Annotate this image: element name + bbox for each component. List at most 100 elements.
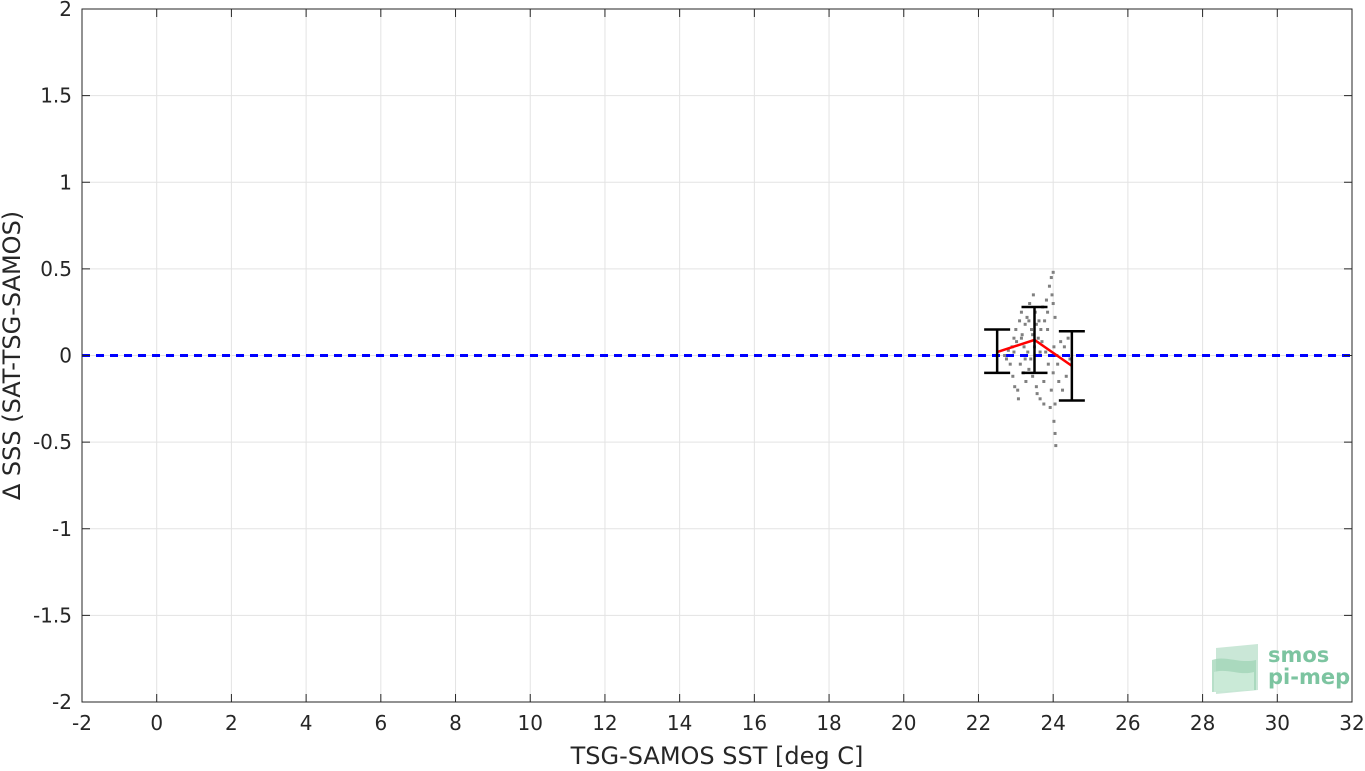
scatter-point bbox=[1068, 357, 1072, 361]
y-tick-label: -1 bbox=[52, 517, 72, 541]
scatter-point bbox=[1023, 322, 1027, 326]
scatter-point bbox=[1019, 310, 1023, 314]
logo-wave-layer bbox=[1214, 670, 1254, 692]
x-tick-label: 22 bbox=[966, 711, 991, 735]
scatter-point bbox=[1013, 385, 1017, 389]
scatter-point bbox=[1047, 284, 1051, 288]
scatter-point bbox=[1053, 431, 1057, 435]
x-tick-label: 26 bbox=[1115, 711, 1140, 735]
scatter-point bbox=[1052, 419, 1056, 423]
x-tick-label: 32 bbox=[1339, 711, 1364, 735]
scatter-point bbox=[1061, 388, 1065, 392]
y-tick-label: -0.5 bbox=[33, 430, 72, 454]
scatter-point bbox=[1046, 328, 1050, 332]
scatter-point bbox=[1030, 328, 1034, 332]
scatter-point bbox=[1039, 328, 1043, 332]
smos-pimep-logo: smos pi-mep bbox=[1212, 643, 1350, 694]
scatter-point bbox=[1035, 392, 1039, 396]
scatter-point bbox=[1004, 357, 1008, 361]
y-axis-label: Δ SSS (SAT-TSG-SAMOS) bbox=[0, 211, 26, 500]
scatter-point bbox=[1051, 270, 1055, 274]
y-axis-ticks: 2 1.5 1 0.5 0 -0.5 -1 -1.5 -2 bbox=[33, 0, 1352, 714]
scatter-point bbox=[1014, 328, 1018, 332]
scatter-point bbox=[1057, 379, 1061, 383]
x-axis-label: TSG-SAMOS SST [deg C] bbox=[570, 742, 864, 770]
error-bars bbox=[984, 305, 1085, 402]
scatter-point bbox=[1044, 298, 1048, 302]
scatter-point bbox=[1028, 302, 1032, 306]
scatter-point bbox=[1019, 336, 1023, 340]
scatter-point bbox=[1056, 362, 1060, 366]
error-bar bbox=[1058, 329, 1085, 402]
scatter-point bbox=[1031, 374, 1035, 378]
x-tick-label: 20 bbox=[891, 711, 916, 735]
y-tick-label: 2 bbox=[59, 0, 72, 21]
scatter-point bbox=[1011, 374, 1015, 378]
x-tick-label: 12 bbox=[592, 711, 617, 735]
scatter-point bbox=[1049, 276, 1053, 280]
x-tick-label: 16 bbox=[742, 711, 767, 735]
scatter-point bbox=[1049, 388, 1053, 392]
x-tick-label: 28 bbox=[1190, 711, 1215, 735]
x-tick-label: 10 bbox=[518, 711, 543, 735]
logo-wave-icon bbox=[1212, 644, 1258, 694]
scatter-point bbox=[1040, 340, 1044, 344]
scatter-point bbox=[1023, 357, 1027, 361]
scatter-point bbox=[1037, 319, 1041, 323]
y-tick-label: -2 bbox=[52, 690, 72, 714]
scatter-point bbox=[1053, 402, 1057, 406]
scatter-point bbox=[1016, 397, 1020, 401]
scatter-point bbox=[1029, 357, 1033, 361]
scatter-point bbox=[1018, 319, 1022, 323]
x-axis-ticks: -2 0 2 4 6 8 10 12 14 16 18 20 22 24 26 28 30 32 bbox=[72, 9, 1365, 735]
scatter-point bbox=[1038, 397, 1042, 401]
scatter-point bbox=[1064, 374, 1068, 378]
scatter-point bbox=[1059, 340, 1063, 344]
scatter-point bbox=[1026, 350, 1030, 354]
scatter-point bbox=[1006, 348, 1010, 352]
y-tick-label: 1 bbox=[59, 170, 72, 194]
x-tick-label: -2 bbox=[72, 711, 92, 735]
error-bar bbox=[1021, 305, 1048, 375]
scatter-point bbox=[1012, 336, 1016, 340]
scatter-point bbox=[1034, 322, 1038, 326]
scatter-point bbox=[1025, 315, 1029, 319]
scatter-point bbox=[1036, 336, 1040, 340]
scatter-point bbox=[1012, 350, 1016, 354]
scatter-point bbox=[1034, 385, 1038, 389]
scatter-points bbox=[1003, 270, 1072, 448]
logo-text-smos: smos bbox=[1268, 643, 1329, 667]
scatter-point bbox=[1062, 345, 1066, 349]
y-tick-label: 0.5 bbox=[40, 257, 72, 281]
scatter-point bbox=[1042, 379, 1046, 383]
x-tick-label: 6 bbox=[374, 711, 387, 735]
scatter-point bbox=[1054, 444, 1058, 448]
x-tick-label: 0 bbox=[150, 711, 163, 735]
scatter-point bbox=[1003, 354, 1007, 357]
scatter-point bbox=[1020, 333, 1024, 337]
error-bar bbox=[984, 328, 1011, 375]
scatter-point bbox=[1018, 362, 1022, 366]
scatter-point bbox=[1046, 310, 1050, 314]
scatter-point bbox=[1038, 350, 1042, 354]
scatter-point bbox=[1016, 388, 1020, 392]
scatter-point bbox=[1015, 340, 1019, 344]
scatter-point bbox=[1043, 319, 1047, 323]
scatter-point bbox=[1044, 350, 1048, 354]
x-tick-label: 30 bbox=[1265, 711, 1290, 735]
scatter-point bbox=[1046, 362, 1050, 366]
scatter-point bbox=[1031, 333, 1035, 337]
scatter-point bbox=[1053, 315, 1057, 319]
x-tick-label: 24 bbox=[1040, 711, 1065, 735]
scatter-point bbox=[1022, 345, 1026, 349]
scatter-point bbox=[1052, 345, 1056, 349]
scatter-point bbox=[1051, 371, 1055, 375]
y-tick-label: 0 bbox=[59, 344, 72, 368]
scatter-point bbox=[1051, 302, 1055, 306]
x-tick-label: 4 bbox=[300, 711, 313, 735]
scatter-point bbox=[1008, 362, 1012, 366]
scatter-point bbox=[1027, 319, 1031, 323]
logo-text-pimep: pi-mep bbox=[1268, 665, 1350, 689]
y-tick-label: -1.5 bbox=[33, 603, 72, 627]
